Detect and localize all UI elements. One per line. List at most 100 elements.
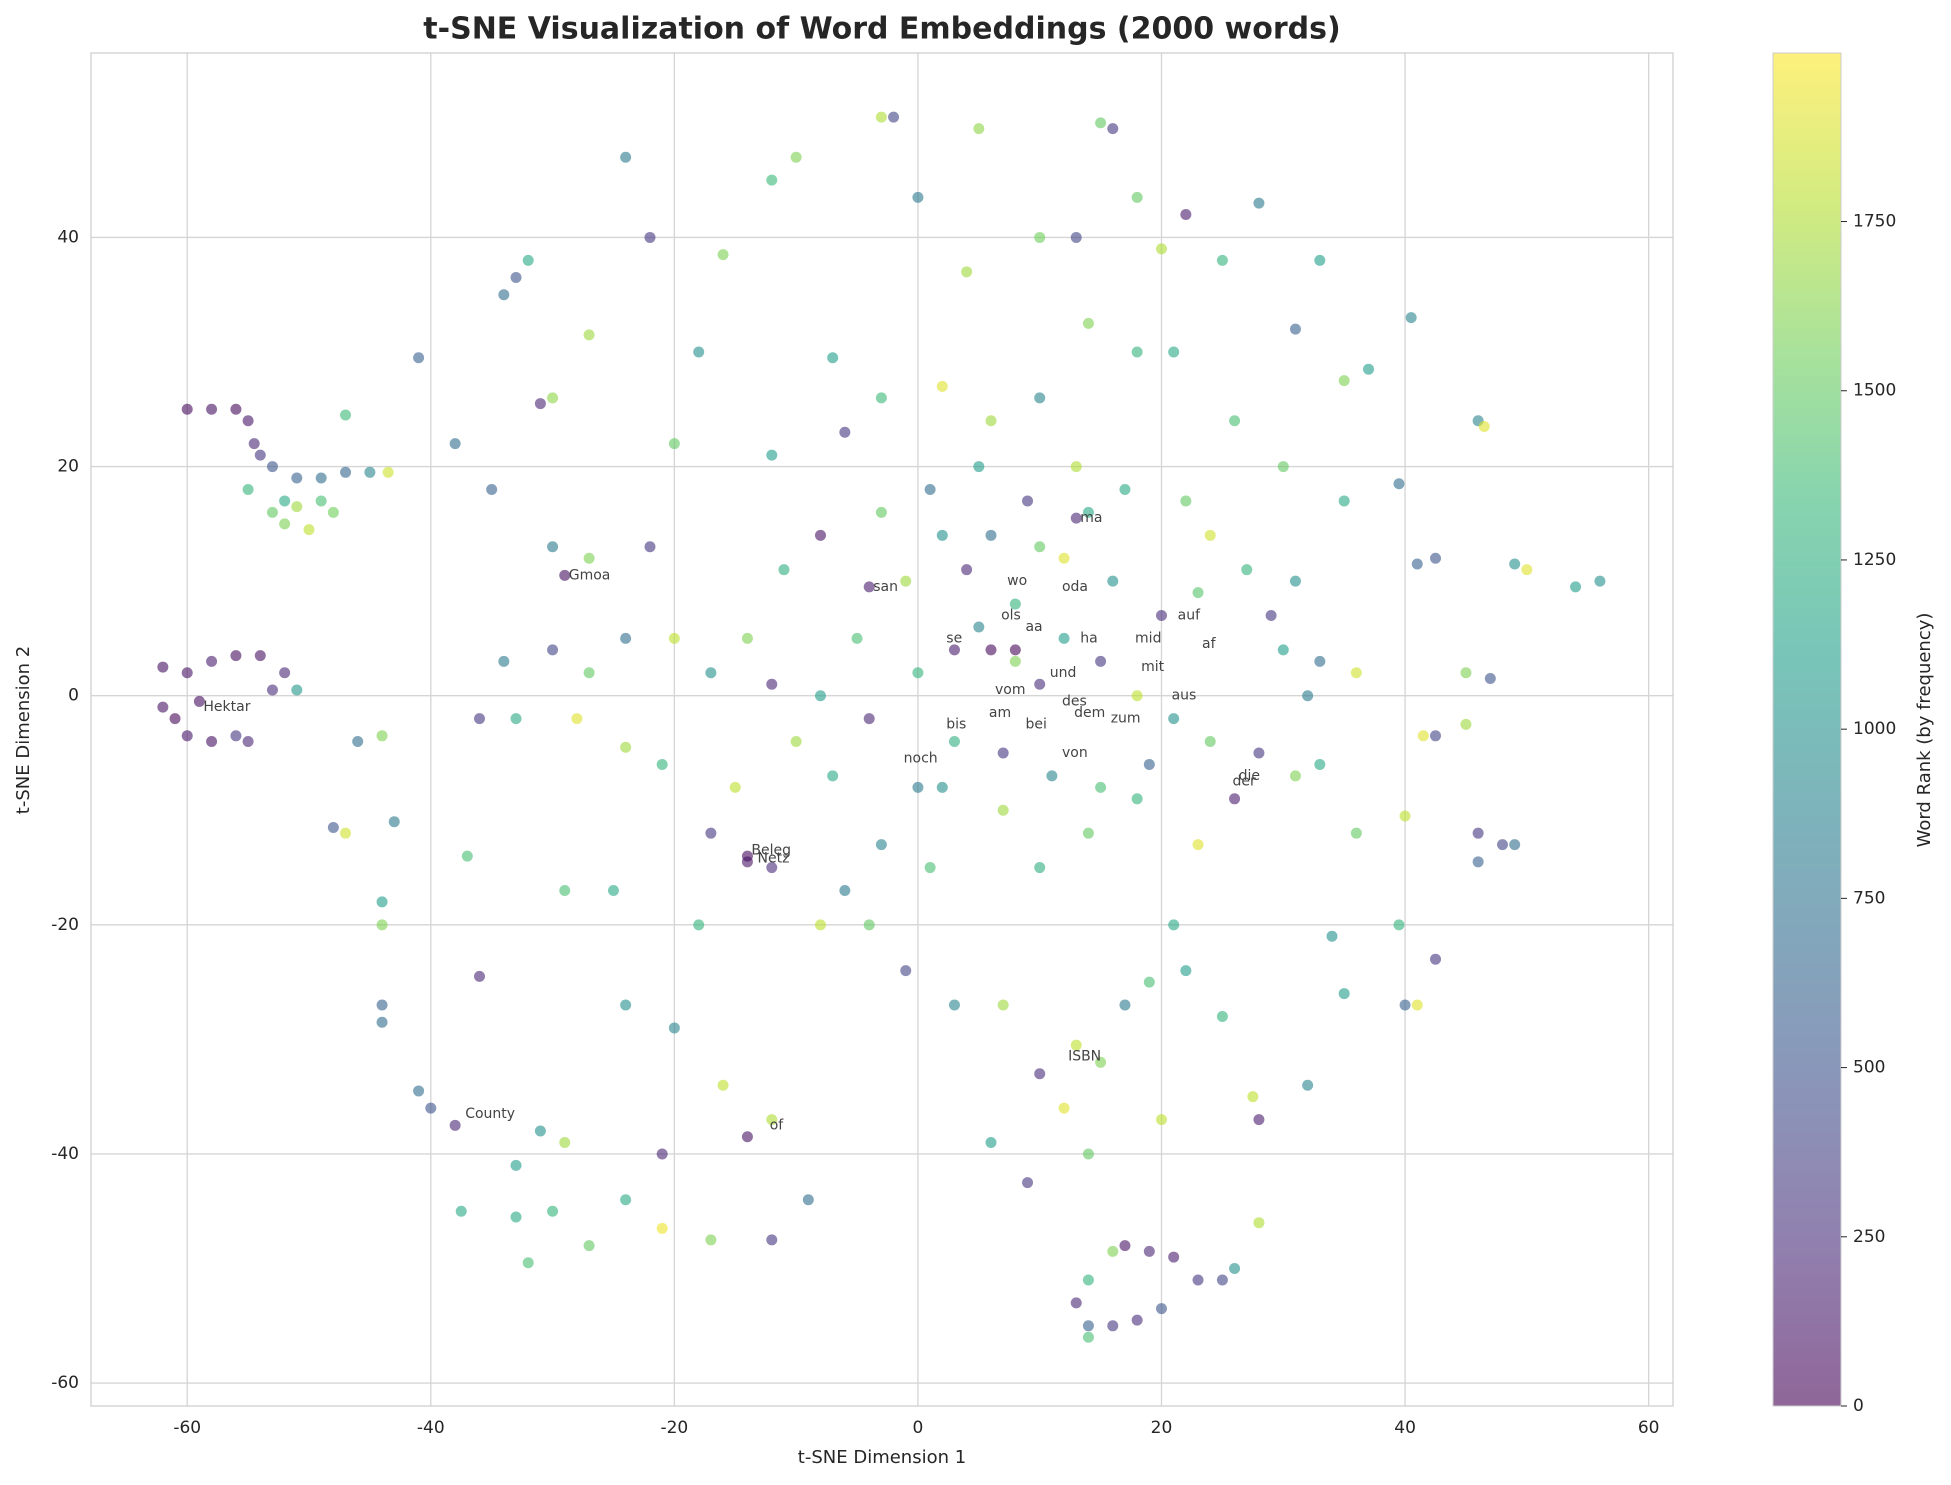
annotation: die bbox=[1239, 768, 1260, 784]
point bbox=[1338, 988, 1350, 1000]
annotation: se bbox=[946, 630, 962, 646]
point bbox=[1247, 1091, 1259, 1103]
point bbox=[620, 1194, 632, 1206]
point bbox=[790, 736, 802, 748]
x-tick-label: 40 bbox=[1394, 1418, 1416, 1438]
point bbox=[1180, 495, 1192, 507]
point bbox=[266, 506, 278, 518]
annotation: Gmoa bbox=[569, 567, 611, 583]
point bbox=[656, 758, 668, 770]
points bbox=[157, 111, 1606, 1343]
point bbox=[413, 352, 425, 364]
point bbox=[1034, 541, 1046, 553]
x-tick-label: -60 bbox=[173, 1418, 201, 1438]
point bbox=[547, 1205, 559, 1217]
point bbox=[668, 438, 680, 450]
point bbox=[1082, 1148, 1094, 1160]
point bbox=[181, 730, 193, 742]
annotation: mit bbox=[1141, 659, 1165, 675]
point bbox=[206, 403, 218, 415]
point bbox=[705, 827, 717, 839]
point bbox=[766, 1234, 778, 1246]
point bbox=[814, 690, 826, 702]
colorbar-tick-label: 1250 bbox=[1853, 550, 1896, 570]
point bbox=[1216, 1274, 1228, 1286]
point bbox=[455, 1205, 467, 1217]
x-axis-label: t-SNE Dimension 1 bbox=[798, 1447, 966, 1468]
x-tick-label: -20 bbox=[660, 1418, 688, 1438]
point bbox=[985, 1137, 997, 1149]
point bbox=[1168, 919, 1180, 931]
colorbar-tick-label: 250 bbox=[1853, 1227, 1885, 1247]
point bbox=[279, 495, 291, 507]
point bbox=[766, 678, 778, 690]
point bbox=[1314, 254, 1326, 266]
point bbox=[997, 999, 1009, 1011]
colorbar-gradient bbox=[1772, 52, 1842, 1407]
point bbox=[315, 472, 327, 484]
point bbox=[376, 999, 388, 1011]
point bbox=[473, 713, 485, 725]
annotation: Hektar bbox=[203, 699, 250, 715]
point bbox=[1253, 1114, 1265, 1126]
point bbox=[814, 919, 826, 931]
point bbox=[741, 632, 753, 644]
point bbox=[1070, 461, 1082, 473]
point bbox=[1430, 953, 1442, 965]
point bbox=[1472, 856, 1484, 868]
point bbox=[1107, 1320, 1119, 1332]
point bbox=[973, 123, 985, 135]
point bbox=[291, 684, 303, 696]
point bbox=[534, 1125, 546, 1137]
point bbox=[1350, 827, 1362, 839]
point bbox=[1168, 713, 1180, 725]
point bbox=[1143, 1245, 1155, 1257]
point bbox=[181, 403, 193, 415]
point bbox=[839, 426, 851, 438]
grid bbox=[91, 53, 1673, 1406]
point bbox=[985, 415, 997, 427]
chart-title: t-SNE Visualization of Word Embeddings (… bbox=[423, 12, 1340, 47]
point bbox=[1119, 483, 1131, 495]
point bbox=[315, 495, 327, 507]
y-tick-label: 40 bbox=[57, 227, 79, 247]
point bbox=[1478, 420, 1490, 432]
point bbox=[900, 575, 912, 587]
annotation: auf bbox=[1178, 608, 1201, 624]
point bbox=[1168, 346, 1180, 358]
point bbox=[248, 438, 260, 450]
point bbox=[973, 461, 985, 473]
point bbox=[364, 466, 376, 478]
point bbox=[461, 850, 473, 862]
point bbox=[827, 352, 839, 364]
point bbox=[1107, 123, 1119, 135]
point bbox=[583, 552, 595, 564]
point bbox=[1131, 690, 1143, 702]
annotation: von bbox=[1062, 745, 1088, 761]
point bbox=[656, 1222, 668, 1234]
point bbox=[1314, 655, 1326, 667]
annotation: ols bbox=[1001, 608, 1021, 624]
point bbox=[741, 1131, 753, 1143]
annotation: ISBN bbox=[1068, 1049, 1101, 1065]
point bbox=[1430, 552, 1442, 564]
point bbox=[620, 151, 632, 163]
point bbox=[1022, 1177, 1034, 1189]
point bbox=[1095, 781, 1107, 793]
point bbox=[1119, 1240, 1131, 1252]
point bbox=[583, 1240, 595, 1252]
point bbox=[352, 736, 364, 748]
point bbox=[169, 713, 181, 725]
point bbox=[1204, 736, 1216, 748]
point bbox=[1430, 730, 1442, 742]
point bbox=[997, 804, 1009, 816]
point bbox=[254, 449, 266, 461]
point bbox=[266, 684, 278, 696]
colorbar-tick-label: 1750 bbox=[1853, 212, 1896, 232]
point bbox=[766, 862, 778, 874]
point bbox=[973, 621, 985, 633]
point bbox=[1180, 965, 1192, 977]
point bbox=[936, 380, 948, 392]
point bbox=[547, 541, 559, 553]
point bbox=[1484, 673, 1496, 685]
